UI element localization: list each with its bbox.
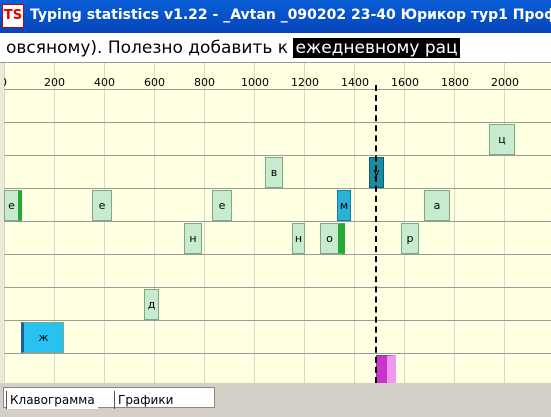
row-line xyxy=(4,221,551,222)
key-bar: н xyxy=(184,223,202,254)
row-line xyxy=(4,353,551,354)
ruler-label: 2000 xyxy=(491,76,519,89)
key-bar: е xyxy=(92,190,112,221)
row-line xyxy=(4,89,551,90)
ruler-label: 1600 xyxy=(391,76,419,89)
current-text: ежедневному рац xyxy=(293,38,460,58)
grid-line xyxy=(104,63,105,383)
key-bar: н xyxy=(292,223,305,254)
typing-text-line: овсяному). Полезно добавить к ежедневном… xyxy=(0,33,551,63)
keystroke-timeline: 0 200 400 600 800 1000 1200 1400 1600 18… xyxy=(4,63,551,383)
typed-text: овсяному). Полезно добавить к xyxy=(6,38,294,58)
key-bar: р xyxy=(401,223,419,254)
grid-line xyxy=(204,63,205,383)
ruler-label: 600 xyxy=(144,76,165,89)
key-bar: ц xyxy=(489,124,515,155)
grid-line xyxy=(54,63,55,383)
key-bar: е xyxy=(212,190,232,221)
window-title: Typing statistics v1.22 - _Avtan _090202… xyxy=(30,7,551,23)
tab-klavogramma[interactable]: Клавограмма xyxy=(6,391,98,409)
tab-grafiki[interactable]: Графики xyxy=(114,391,176,409)
row-line xyxy=(4,155,551,156)
grid-line xyxy=(354,63,355,383)
tab-strip: Клавограмма Графики xyxy=(3,387,215,409)
ruler-label: 0 xyxy=(4,76,7,89)
ruler-label: 400 xyxy=(94,76,115,89)
key-bar: е xyxy=(4,190,22,221)
ruler-label: 1000 xyxy=(241,76,269,89)
ruler-label: 1400 xyxy=(341,76,369,89)
bottom-panel: Клавограмма Графики xyxy=(0,383,551,417)
key-bar: д xyxy=(144,289,159,320)
grid-line xyxy=(504,63,505,383)
ruler-label: 200 xyxy=(44,76,65,89)
grid-line xyxy=(254,63,255,383)
key-bar: м xyxy=(337,190,351,221)
grid-line xyxy=(454,63,455,383)
app-icon: TS xyxy=(2,4,24,28)
key-bar: ж xyxy=(21,322,64,353)
key-bar: а xyxy=(424,190,450,221)
ruler-label: 800 xyxy=(194,76,215,89)
row-line xyxy=(4,287,551,288)
key-bar: о xyxy=(320,223,345,254)
ruler-label: 1200 xyxy=(291,76,319,89)
row-line xyxy=(4,320,551,321)
key-bar xyxy=(376,355,396,383)
current-position-marker xyxy=(375,85,377,383)
title-bar[interactable]: TS Typing statistics v1.22 - _Avtan _090… xyxy=(0,0,551,33)
row-line xyxy=(4,188,551,189)
key-bar: в xyxy=(265,157,283,188)
ruler-label: 1800 xyxy=(441,76,469,89)
row-line xyxy=(4,122,551,123)
grid-line xyxy=(154,63,155,383)
row-line xyxy=(4,254,551,255)
grid-line xyxy=(4,63,5,383)
